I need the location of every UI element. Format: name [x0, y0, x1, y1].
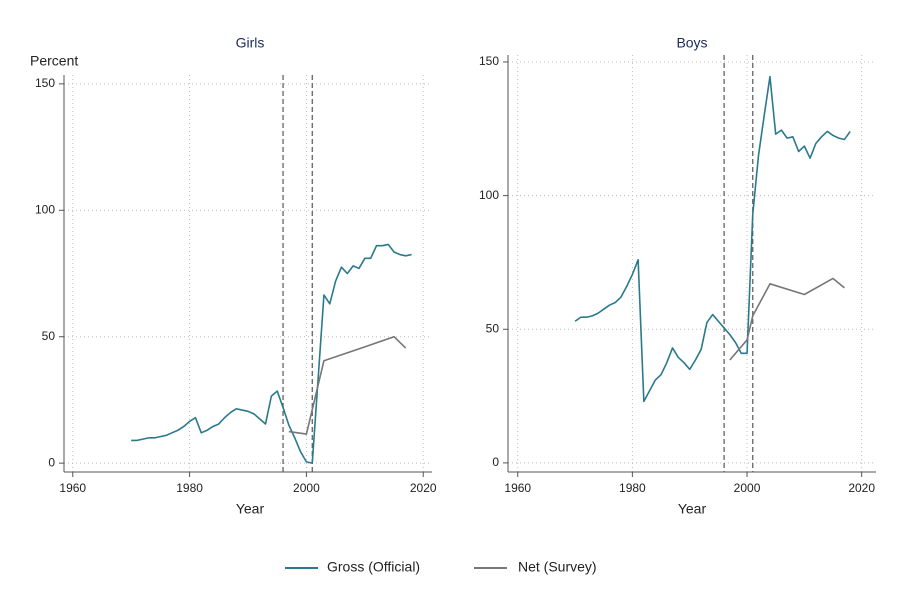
y-tick-label: 0	[492, 455, 499, 469]
x-tick-label: 2000	[293, 481, 320, 495]
legend: Gross (Official) Net (Survey)	[285, 559, 597, 575]
x-tick-label: 2020	[848, 481, 875, 495]
series-line	[574, 75, 851, 403]
x-axis-label: Year	[678, 501, 707, 517]
x-tick-label: 2000	[734, 481, 761, 495]
x-tick-label: 1980	[619, 481, 646, 495]
y-tick-label: 100	[35, 202, 55, 216]
y-tick-label: 50	[486, 321, 500, 335]
x-tick-label: 1980	[176, 481, 203, 495]
legend-label: Net (Survey)	[518, 559, 597, 575]
chart-title: Boys	[676, 35, 707, 51]
chart-title: Girls	[236, 35, 265, 51]
series-line	[729, 277, 845, 361]
x-tick-label: 1960	[59, 481, 86, 495]
y-tick-label: 0	[48, 455, 55, 469]
y-axis-label: Percent	[30, 53, 78, 69]
series-line	[288, 335, 407, 435]
x-tick-label: 1960	[504, 481, 531, 495]
y-tick-label: 50	[42, 329, 56, 343]
series-line	[131, 243, 412, 464]
x-tick-label: 2020	[410, 481, 437, 495]
legend-label: Gross (Official)	[327, 559, 420, 575]
x-axis-label: Year	[236, 501, 265, 517]
y-tick-label: 150	[35, 76, 55, 90]
y-tick-label: 150	[479, 54, 499, 68]
y-tick-label: 100	[479, 188, 499, 202]
